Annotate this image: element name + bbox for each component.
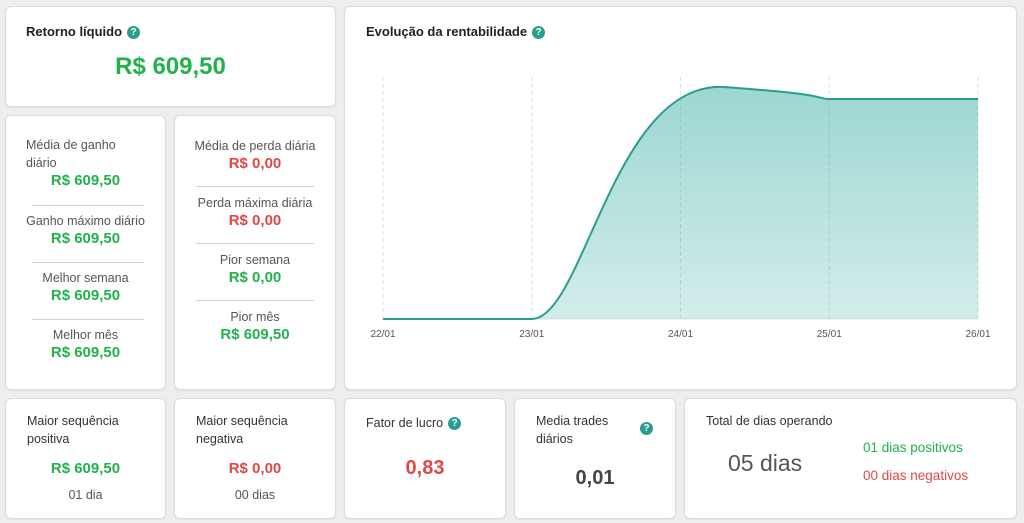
stat-media-perda: Média de perda diária R$ 0,00 <box>175 137 335 173</box>
stat-pior-mes: Pior mês R$ 609,50 <box>175 308 335 344</box>
seq-positiva-value: R$ 609,50 <box>50 460 121 477</box>
dias-positivos: 01 dias positivos <box>863 440 963 455</box>
divider <box>32 205 144 206</box>
divider <box>196 243 314 244</box>
rentabilidade-chart: 22/01 23/01 24/01 25/01 26/01 <box>370 77 991 340</box>
retorno-card: Retorno líquido? R$ 609,50 <box>5 6 336 107</box>
chart-title: Evolução da rentabilidade <box>366 24 528 39</box>
chart-title-row: Evolução da rentabilidade? <box>366 23 546 41</box>
seq-positiva-sub: 01 dia <box>68 488 103 502</box>
seq-negativa-value: R$ 0,00 <box>228 460 282 477</box>
stat-label: Melhor mês <box>52 328 119 342</box>
x-tick-label: 25/01 <box>817 329 842 340</box>
divider <box>32 319 144 320</box>
divider <box>32 262 144 263</box>
fator-value: 0,83 <box>405 457 445 479</box>
stat-value: R$ 609,50 <box>220 326 290 343</box>
stat-label: Perda máxima diária <box>197 196 313 210</box>
retorno-value: R$ 609,50 <box>115 53 226 80</box>
stat-perda-maxima: Perda máxima diária R$ 0,00 <box>175 194 335 230</box>
dias-title: Total de dias operando <box>706 414 833 428</box>
seq-negativa-title: Maior sequência negativa <box>196 414 288 446</box>
seq-positiva-card: Maior sequência positiva R$ 609,50 01 di… <box>5 398 166 519</box>
chart-area <box>383 86 978 319</box>
dias-negativos: 00 dias negativos <box>863 468 969 483</box>
perdas-card: Média de perda diária R$ 0,00 Perda máxi… <box>174 115 336 390</box>
x-tick-label: 22/01 <box>370 329 395 340</box>
x-tick-label: 24/01 <box>668 329 693 340</box>
fator-title: Fator de lucro <box>366 416 444 430</box>
help-icon[interactable]: ? <box>640 422 653 435</box>
divider <box>196 300 314 301</box>
stat-value: R$ 0,00 <box>228 212 282 229</box>
media-trades-title: Media trades diários <box>536 414 609 446</box>
retorno-title-row: Retorno líquido? <box>26 23 141 41</box>
stat-melhor-mes: Melhor mês R$ 609,50 <box>6 326 165 362</box>
stat-label: Média de ganho diário <box>26 138 116 170</box>
stat-label: Pior mês <box>230 310 280 324</box>
stat-label: Média de perda diária <box>194 139 316 153</box>
stat-value: R$ 609,50 <box>50 230 121 247</box>
stat-ganho-maximo: Ganho máximo diário R$ 609,50 <box>6 212 165 248</box>
stat-melhor-semana: Melhor semana R$ 609,50 <box>6 269 165 305</box>
chart-line <box>383 86 978 320</box>
stat-pior-semana: Pior semana R$ 0,00 <box>175 251 335 287</box>
stat-value: R$ 609,50 <box>50 287 121 304</box>
help-icon[interactable]: ? <box>127 26 141 39</box>
stat-value: R$ 0,00 <box>228 155 282 172</box>
ganhos-card: Média de ganho diário R$ 609,50 Ganho má… <box>5 115 166 390</box>
stat-label: Ganho máximo diário <box>26 214 145 228</box>
divider <box>196 186 314 187</box>
seq-negativa-sub: 00 dias <box>234 488 276 502</box>
help-icon[interactable]: ? <box>532 26 546 39</box>
chart-card: Evolução da rentabilidade? 22/01 23/01 24/… <box>344 6 1017 390</box>
stat-label: Pior semana <box>219 253 291 267</box>
media-trades-value: 0,01 <box>575 467 615 489</box>
retorno-title: Retorno líquido <box>26 24 123 39</box>
stat-label: Melhor semana <box>42 271 129 285</box>
fator-title-row: Fator de lucro? <box>366 414 462 432</box>
stat-value: R$ 609,50 <box>50 344 121 361</box>
dias-operando-card: Total de dias operando 05 dias 01 dias p… <box>684 398 1017 519</box>
stat-value: R$ 0,00 <box>228 269 282 286</box>
dias-value: 05 dias <box>728 450 803 476</box>
x-tick-label: 23/01 <box>519 329 544 340</box>
seq-negativa-card: Maior sequência negativa R$ 0,00 00 dias <box>174 398 336 519</box>
fator-lucro-card: Fator de lucro? 0,83 <box>344 398 506 519</box>
stat-media-ganho: Média de ganho diário R$ 609,50 <box>6 136 165 190</box>
stat-value: R$ 609,50 <box>50 172 121 189</box>
media-trades-card: Media trades diários ? 0,01 <box>514 398 676 519</box>
help-icon[interactable]: ? <box>448 417 462 430</box>
x-tick-label: 26/01 <box>965 329 990 340</box>
seq-positiva-title: Maior sequência positiva <box>27 414 119 446</box>
